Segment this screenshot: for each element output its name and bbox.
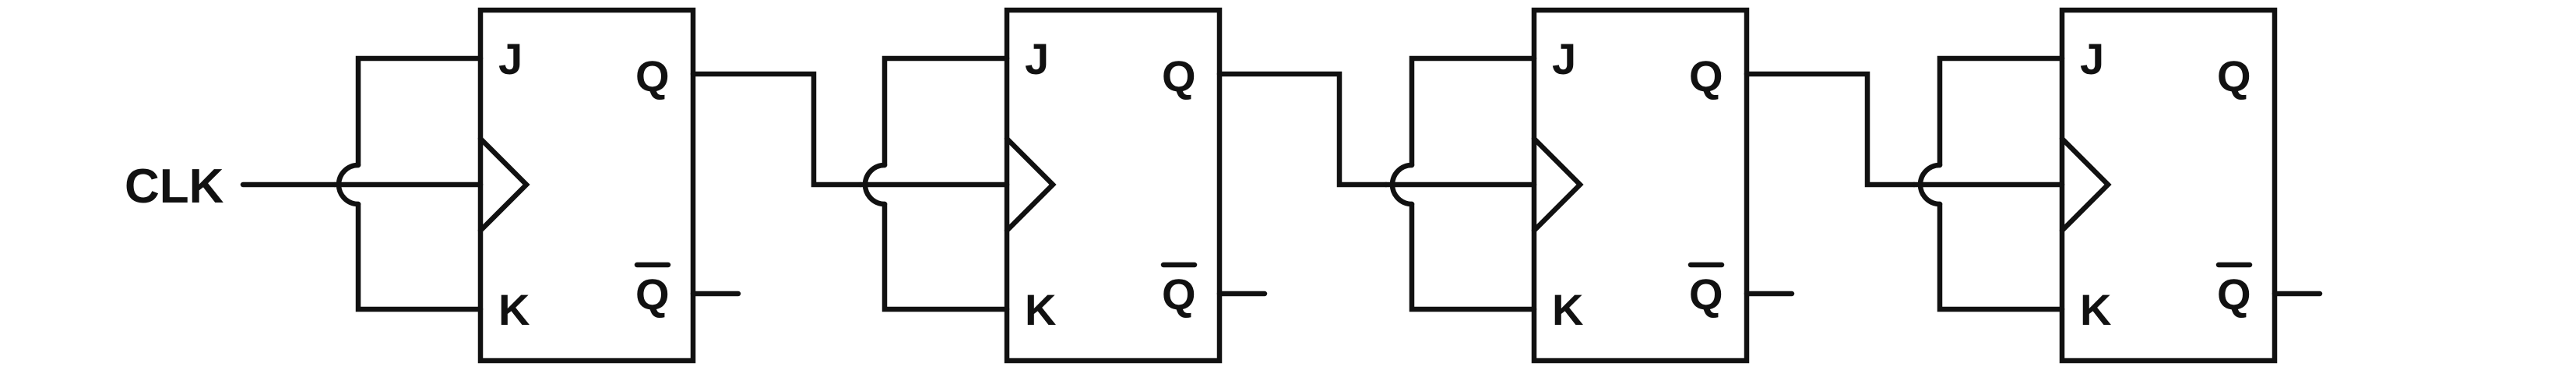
k-pin-label: K (2080, 285, 2111, 334)
k-pin-label: K (1025, 285, 1056, 334)
clock-triangle (1004, 136, 1057, 234)
q-bar-pin-label: Q (2217, 270, 2251, 319)
jk-tie-wire (882, 55, 1010, 312)
clk-label: CLK (125, 160, 224, 213)
j-pin-label: J (1025, 34, 1049, 83)
j-pin-label: J (498, 34, 523, 83)
jk-tie-wire (355, 55, 484, 312)
q-output-wire (1216, 71, 1389, 188)
jk-flip-flop-1: J K Q Q (332, 7, 864, 364)
q-pin-label: Q (2217, 51, 2251, 100)
k-pin-label: K (498, 285, 530, 334)
q-pin-label: Q (1162, 51, 1196, 100)
q-pin-label: Q (1689, 51, 1723, 100)
q-pin-label: Q (635, 51, 670, 100)
j-pin-label: J (2080, 34, 2104, 83)
j-pin-label: J (1552, 34, 1576, 83)
clock-triangle (1531, 136, 1584, 234)
q-output-wire (690, 71, 864, 188)
q-bar-pin-label: Q (1689, 270, 1723, 319)
q-output-wire (1744, 71, 1917, 188)
jk-flip-flop-3: J K Q Q (1383, 7, 1917, 364)
q-bar-pin-label: Q (1162, 270, 1196, 319)
clock-triangle (2059, 136, 2112, 234)
jk-tie-wire (1937, 55, 2065, 312)
jk-tie-wire (1409, 55, 1537, 312)
q-bar-pin-label: Q (635, 270, 670, 319)
clock-triangle (477, 136, 530, 234)
jk-flip-flop-2: J K Q Q (857, 7, 1389, 364)
jk-flip-flop-4: J K Q Q (1911, 7, 2323, 364)
k-pin-label: K (1552, 285, 1583, 334)
